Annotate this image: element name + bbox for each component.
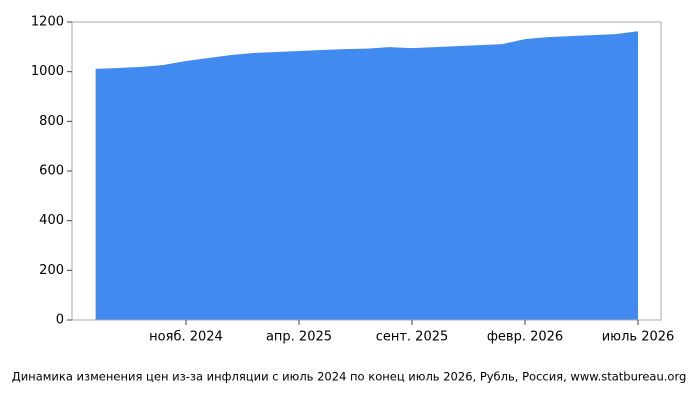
x-tick-label: нояб. 2024 xyxy=(149,330,223,345)
y-tick-label: 1200 xyxy=(31,15,64,30)
caption: Динамика изменения цен из-за инфляции с … xyxy=(12,370,687,384)
x-tick-label: апр. 2025 xyxy=(266,330,332,345)
y-tick-label: 1000 xyxy=(31,64,64,79)
x-tick-label: февр. 2026 xyxy=(487,330,563,345)
y-tick-label: 800 xyxy=(39,114,64,129)
y-tick-label: 200 xyxy=(39,263,64,278)
y-tick-label: 600 xyxy=(39,164,64,179)
y-tick-label: 0 xyxy=(56,313,64,328)
x-tick-label: сент. 2025 xyxy=(376,330,449,345)
area xyxy=(95,31,639,321)
y-tick-label: 400 xyxy=(39,213,64,228)
x-tick-label: июль 2026 xyxy=(602,330,675,345)
